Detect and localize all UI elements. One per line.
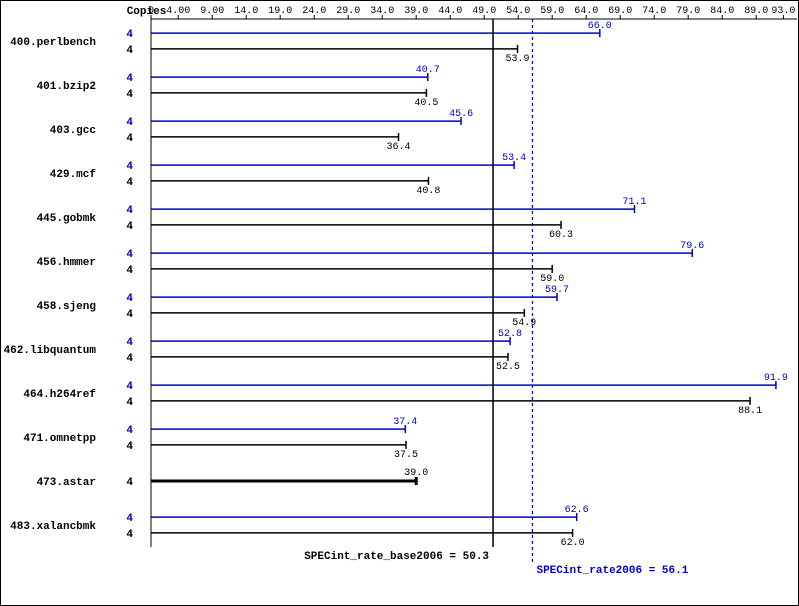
- base-value: 62.0: [561, 538, 585, 549]
- summary-base: SPECint_rate_base2006 = 50.3: [304, 551, 489, 563]
- copies-header: Copies: [127, 6, 167, 18]
- axis-tick-label: 69.0: [608, 6, 632, 17]
- benchmark-name: 462.libquantum: [4, 345, 97, 357]
- base-value: 59.0: [540, 274, 564, 285]
- axis-tick-label: 49.0: [472, 6, 496, 17]
- base-value: 53.9: [506, 54, 530, 65]
- copies-peak: 4: [126, 381, 133, 393]
- peak-value: 79.6: [680, 241, 704, 252]
- benchmark-name: 464.h264ref: [23, 389, 96, 401]
- axis-tick-label: 29.0: [336, 6, 360, 17]
- axis-tick-label: 74.0: [642, 6, 666, 17]
- peak-value: 40.7: [416, 65, 440, 76]
- base-value: 40.5: [414, 98, 438, 109]
- peak-value: 53.4: [502, 153, 526, 164]
- base-value: 36.4: [387, 142, 411, 153]
- benchmark-name: 445.gobmk: [37, 213, 97, 225]
- copies-peak: 4: [126, 249, 133, 261]
- copies-peak: 4: [126, 117, 133, 129]
- copies-peak: 4: [126, 337, 133, 349]
- copies-base: 4: [126, 441, 133, 453]
- base-value: 52.5: [496, 362, 520, 373]
- copies-peak: 4: [126, 425, 133, 437]
- peak-value: 37.4: [393, 417, 417, 428]
- peak-value: 52.8: [498, 329, 522, 340]
- copies-peak: 4: [126, 29, 133, 41]
- copies-base: 4: [126, 133, 133, 145]
- peak-value: 59.7: [545, 285, 569, 296]
- axis-tick-label: 9.00: [200, 6, 224, 17]
- peak-value: 91.9: [764, 373, 788, 384]
- copies-base: 4: [126, 397, 133, 409]
- benchmark-name: 429.mcf: [50, 169, 97, 181]
- axis-tick-label: 89.0: [744, 6, 768, 17]
- benchmark-name: 483.xalancbmk: [10, 521, 96, 533]
- copies-base: 4: [126, 221, 133, 233]
- axis-tick-label: 39.0: [404, 6, 428, 17]
- axis-tick-label: 54.0: [506, 6, 530, 17]
- benchmark-name: 471.omnetpp: [23, 433, 96, 445]
- copies-peak: 4: [126, 513, 133, 525]
- base-value: 40.8: [416, 186, 440, 197]
- copies-base: 4: [126, 529, 133, 541]
- benchmark-name: 401.bzip2: [37, 81, 96, 93]
- copies-peak: 4: [126, 205, 133, 217]
- axis-tick-label: 19.0: [268, 6, 292, 17]
- axis-tick-label: 44.0: [438, 6, 462, 17]
- summary-peak: SPECint_rate2006 = 56.1: [536, 565, 688, 577]
- copies-base: 4: [126, 45, 133, 57]
- copies-peak: 4: [126, 73, 133, 85]
- axis-tick-label: 93.0: [771, 6, 795, 17]
- axis-tick-label: 14.0: [234, 6, 258, 17]
- axis-tick-label: 0: [148, 6, 154, 17]
- benchmark-name: 473.astar: [37, 477, 96, 489]
- base-value: 37.5: [394, 450, 418, 461]
- benchmark-name: 458.sjeng: [37, 301, 96, 313]
- copies-peak: 4: [126, 161, 133, 173]
- base-value: 88.1: [738, 406, 762, 417]
- copies-base: 4: [126, 477, 133, 489]
- peak-value: 71.1: [622, 197, 646, 208]
- base-value: 60.3: [549, 230, 573, 241]
- peak-value: 66.0: [588, 21, 612, 32]
- copies-base: 4: [126, 309, 133, 321]
- copies-peak: 4: [126, 293, 133, 305]
- spec-chart: Copies0 4.00 9.00 14.0 19.0 24.0 29.0 34.0 39.0 4…: [0, 0, 799, 606]
- axis-tick-label: 34.0: [370, 6, 394, 17]
- copies-base: 4: [126, 177, 133, 189]
- axis-tick-label: 4.00: [166, 6, 190, 17]
- benchmark-name: 456.hmmer: [37, 257, 96, 269]
- peak-value: 62.6: [565, 505, 589, 516]
- copies-base: 4: [126, 89, 133, 101]
- base-value: 39.0: [404, 468, 428, 479]
- chart-svg: Copies0 4.00 9.00 14.0 19.0 24.0 29.0 34.0 39.0 4…: [1, 1, 799, 606]
- copies-base: 4: [126, 353, 133, 365]
- copies-base: 4: [126, 265, 133, 277]
- peak-value: 45.6: [449, 109, 473, 120]
- axis-tick-label: 84.0: [710, 6, 734, 17]
- axis-tick-label: 24.0: [302, 6, 326, 17]
- axis-tick-label: 79.0: [676, 6, 700, 17]
- axis-tick-label: 64.0: [574, 6, 598, 17]
- benchmark-name: 403.gcc: [50, 125, 96, 137]
- axis-tick-label: 59.0: [540, 6, 564, 17]
- benchmark-name: 400.perlbench: [10, 37, 96, 49]
